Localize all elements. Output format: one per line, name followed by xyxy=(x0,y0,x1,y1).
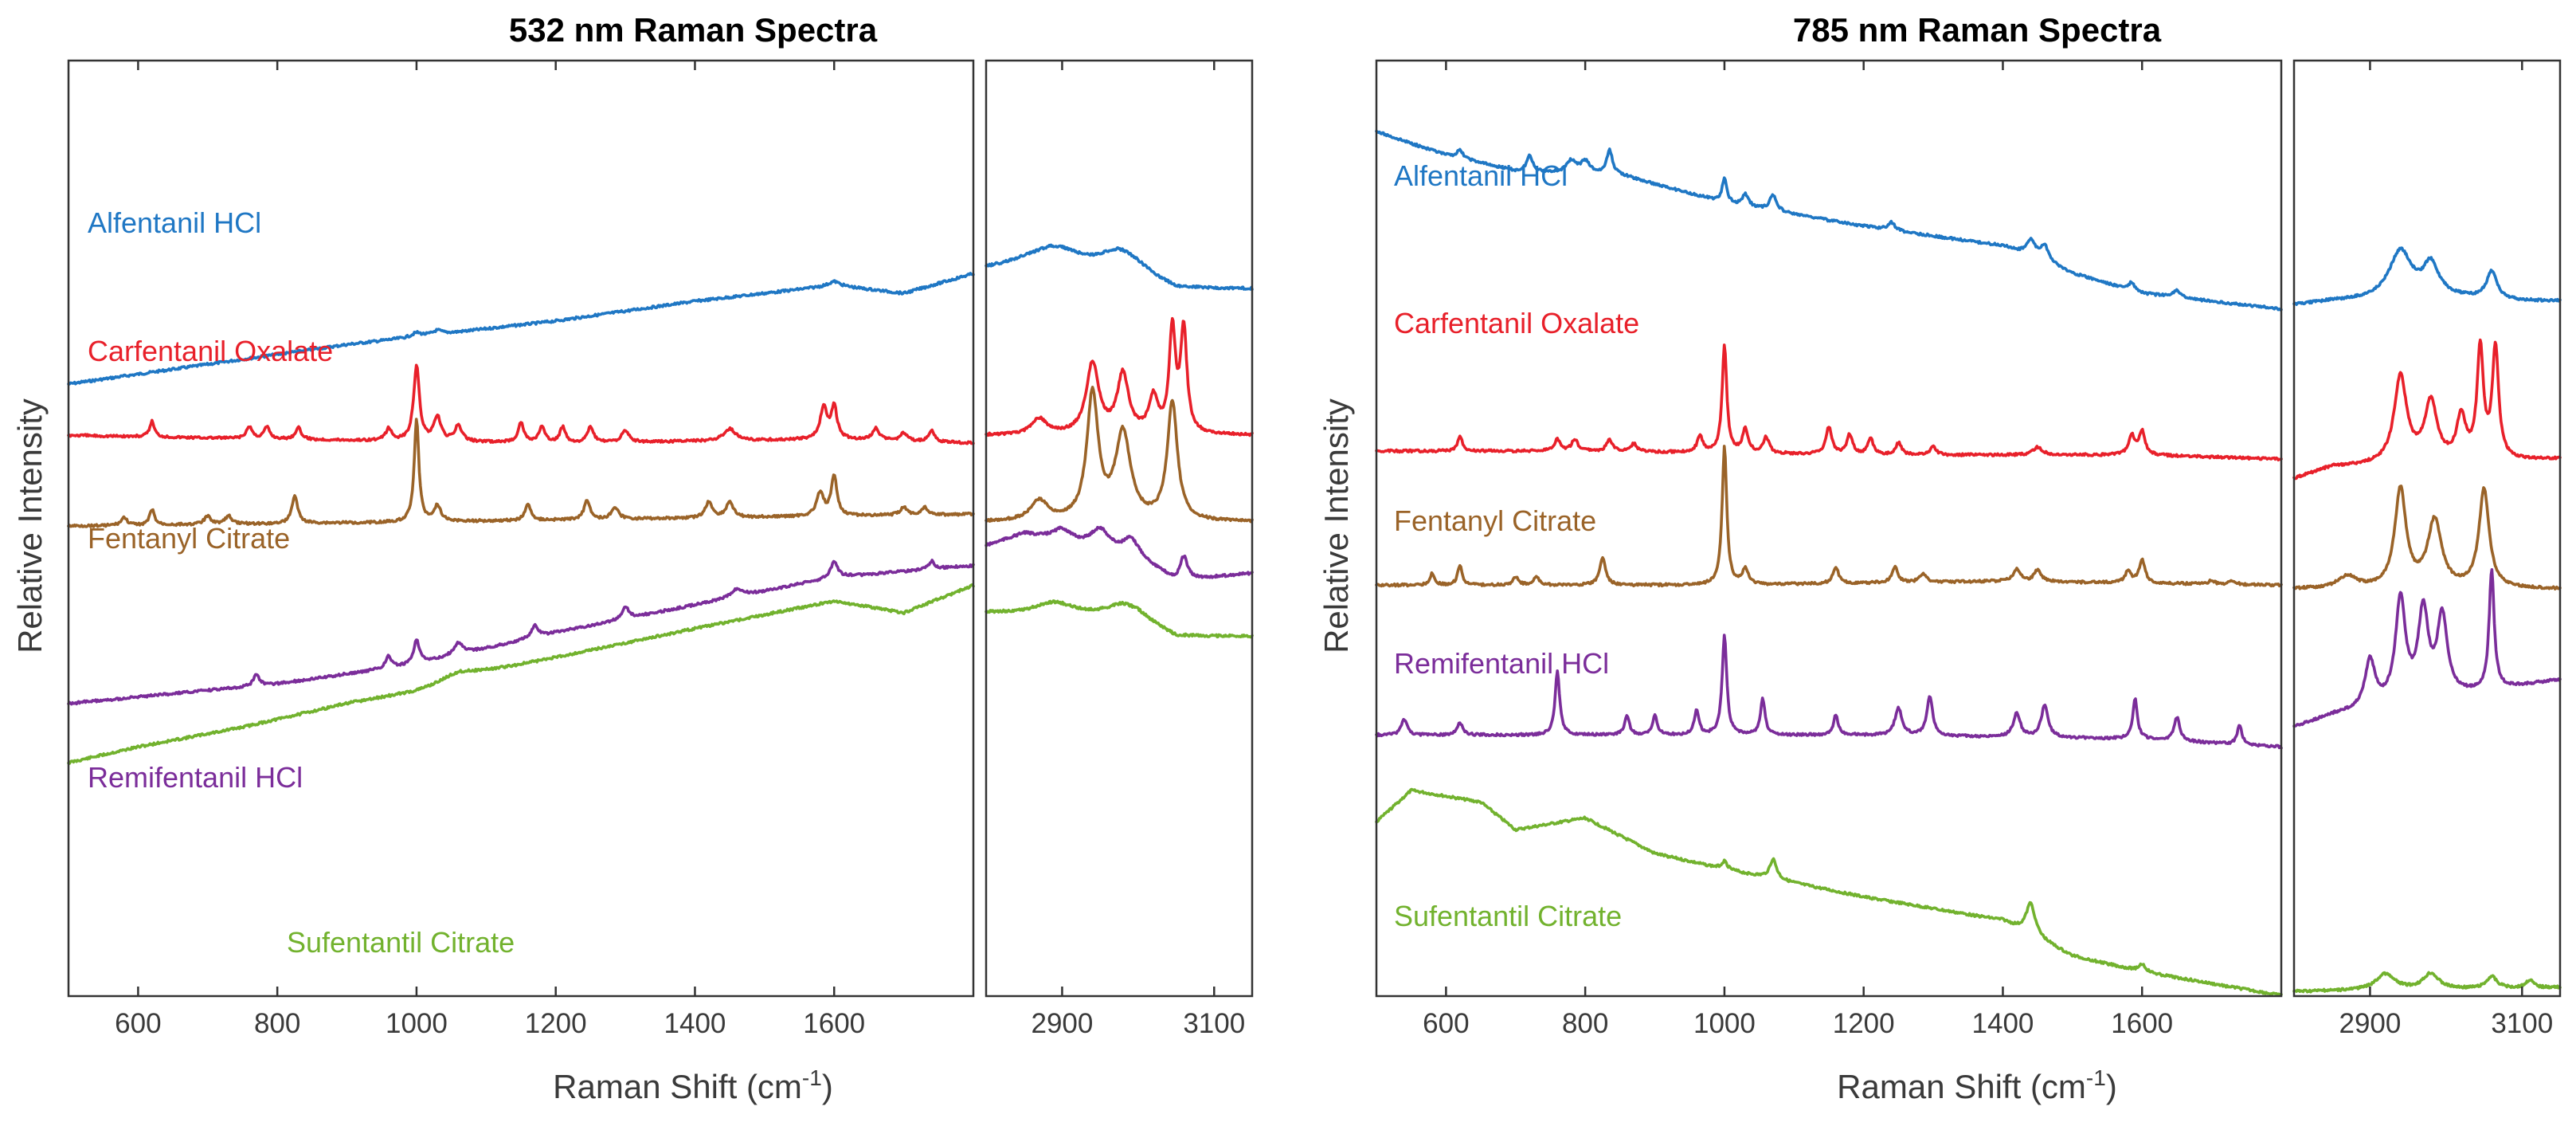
x-tick-label: 2900 xyxy=(2339,1008,2401,1039)
chart-785-title: 785 nm Raman Spectra xyxy=(1793,11,2162,49)
series-label-fentanyl-citrate: Fentanyl Citrate xyxy=(88,522,290,555)
x-tick-label: 1400 xyxy=(664,1008,726,1039)
x-tick-label: 1000 xyxy=(386,1008,448,1039)
x-tick-label: 1200 xyxy=(525,1008,587,1039)
trace-sufentantil-citrate-panel-1 xyxy=(1375,787,2283,996)
trace-carfentanil-oxalate-panel-2 xyxy=(985,316,1254,437)
x-tick-label: 3100 xyxy=(1183,1008,1245,1039)
x-tick-label: 600 xyxy=(1423,1008,1469,1039)
plot-frame xyxy=(67,59,975,998)
chart-532-ylabel: Relative Intensity xyxy=(11,398,49,653)
series-label-remifentanil-hcl: Remifentanil HCl xyxy=(1394,647,1609,680)
x-tick-label: 1600 xyxy=(2111,1008,2173,1039)
series-label-alfentanil-hcl: Alfentanil HCl xyxy=(88,206,261,239)
trace-alfentanil-hcl-panel-1 xyxy=(1375,129,2283,312)
trace-sufentantil-citrate-panel-1 xyxy=(67,583,975,765)
x-tick-label: 1400 xyxy=(1972,1008,2034,1039)
x-tick-label: 800 xyxy=(1562,1008,1608,1039)
trace-carfentanil-oxalate-panel-1 xyxy=(1375,343,2283,461)
trace-alfentanil-hcl-panel-2 xyxy=(2292,246,2562,306)
trace-sufentantil-citrate-panel-2 xyxy=(985,599,1254,639)
series-label-carfentanil-oxalate: Carfentanil Oxalate xyxy=(88,335,333,367)
plot-frame xyxy=(985,59,1254,998)
trace-alfentanil-hcl-panel-1 xyxy=(67,272,975,386)
trace-remifentanil-hcl-panel-2 xyxy=(985,525,1254,579)
x-tick-label: 1000 xyxy=(1693,1008,1756,1039)
x-tick-label: 2900 xyxy=(1031,1008,1093,1039)
chart-785: 785 nm Raman Spectra Relative Intensity … xyxy=(1317,11,2562,1105)
x-tick-label: 1600 xyxy=(803,1008,865,1039)
series-label-alfentanil-hcl: Alfentanil HCl xyxy=(1394,159,1568,192)
chart-785-ylabel: Relative Intensity xyxy=(1317,398,1355,653)
trace-carfentanil-oxalate-panel-1 xyxy=(67,363,975,445)
series-label-sufentantil-citrate: Sufentantil Citrate xyxy=(287,926,515,959)
chart-532-title: 532 nm Raman Spectra xyxy=(509,11,878,49)
chart-532-panel-1: 600 800 1000 1200 1400 1600 xyxy=(67,59,975,1039)
trace-remifentanil-hcl-panel-1 xyxy=(1375,634,2283,750)
series-label-fentanyl-citrate: Fentanyl Citrate xyxy=(1394,504,1596,537)
trace-carfentanil-oxalate-panel-2 xyxy=(2292,338,2562,481)
trace-remifentanil-hcl-panel-1 xyxy=(67,559,975,706)
trace-sufentantil-citrate-panel-2 xyxy=(2292,971,2562,994)
series-label-sufentantil-citrate: Sufentantil Citrate xyxy=(1394,900,1622,932)
plot-frame xyxy=(2292,59,2562,998)
series-label-carfentanil-oxalate: Carfentanil Oxalate xyxy=(1394,307,1639,339)
x-tick-label: 600 xyxy=(115,1008,161,1039)
x-tick-label: 1200 xyxy=(1833,1008,1895,1039)
chart-532-xlabel: Raman Shift (cm-1) xyxy=(553,1065,833,1105)
trace-remifentanil-hcl-panel-2 xyxy=(2292,568,2562,728)
trace-alfentanil-hcl-panel-2 xyxy=(985,243,1254,291)
x-tick-label: 3100 xyxy=(2491,1008,2553,1039)
trace-fentanyl-citrate-panel-1 xyxy=(67,418,975,528)
chart-532-panel-2: 2900 3100 xyxy=(985,59,1254,1039)
trace-fentanyl-citrate-panel-1 xyxy=(1375,445,2283,588)
trace-fentanyl-citrate-panel-2 xyxy=(985,386,1254,524)
chart-532: 532 nm Raman Spectra Relative Intensity … xyxy=(11,11,1254,1105)
series-label-remifentanil-hcl: Remifentanil HCl xyxy=(88,761,303,794)
chart-785-xlabel: Raman Shift (cm-1) xyxy=(1837,1065,2117,1105)
x-tick-label: 800 xyxy=(254,1008,300,1039)
trace-fentanyl-citrate-panel-2 xyxy=(2292,485,2562,590)
chart-785-panel-2: 2900 3100 xyxy=(2292,59,2562,1039)
chart-785-panel-1: 600 800 1000 1200 1400 1600 xyxy=(1375,59,2283,1039)
plot-frame xyxy=(1375,59,2283,998)
series-labels: Alfentanil HCl Carfentanil Oxalate Fentany… xyxy=(88,159,1639,959)
